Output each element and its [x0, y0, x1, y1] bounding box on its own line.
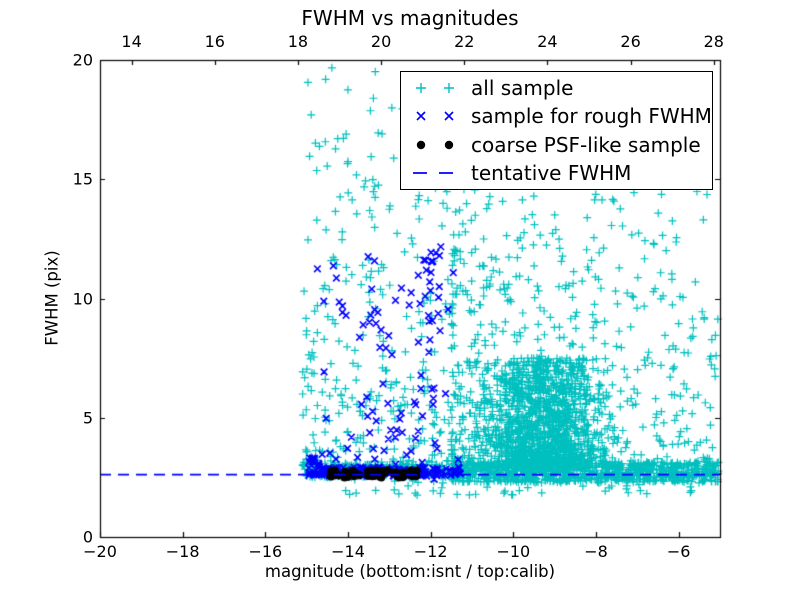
y-tick-label: 20 [72, 50, 93, 70]
legend-label-rough-fwhm: sample for rough FWHM [471, 104, 712, 129]
y-tick-label: 10 [72, 289, 93, 308]
plus-marker-icon [416, 83, 454, 94]
chart-title: FWHM vs magnitudes [301, 6, 519, 30]
x-bottom-tick-label: −6 [666, 542, 691, 561]
legend-label-all-sample: all sample [471, 76, 574, 101]
x-axis-label: magnitude (bottom:isnt / top:calib) [264, 562, 556, 581]
x-top-tick-label: 22 [454, 32, 475, 51]
y-tick-label: 5 [82, 408, 93, 428]
x-bottom-tick-label: −16 [248, 542, 283, 561]
x-bottom-tick-label: −14 [331, 542, 365, 561]
x-bottom-tick-label: −20 [83, 542, 117, 561]
x-top-tick-label: 14 [121, 32, 142, 51]
legend-label-tentative-fwhm: tentative FWHM [471, 160, 632, 185]
y-tick-label: 0 [82, 527, 93, 547]
x-top-tick-label: 20 [370, 32, 392, 51]
legend-item-psf-sample: coarse PSF-like sample [409, 131, 712, 159]
legend-item-rough-fwhm: sample for rough FWHM [409, 102, 712, 130]
x-top-tick-label: 26 [620, 32, 641, 51]
x-top-tick-label: 28 [703, 32, 724, 51]
dot-marker-icon [416, 140, 454, 149]
x-bottom-tick-label: −8 [584, 542, 608, 561]
legend-item-all-sample: all sample [409, 74, 712, 102]
x-top-tick-label: 24 [537, 32, 558, 51]
legend: all sample sample for rough FWHM coarse … [400, 71, 713, 190]
x-bottom-tick-label: −18 [165, 542, 200, 561]
y-axis-label: FWHM (pix) [42, 250, 62, 346]
legend-item-tentative-fwhm: tentative FWHM [409, 159, 712, 187]
legend-label-psf-sample: coarse PSF-like sample [471, 132, 701, 157]
x-marker-icon [416, 111, 454, 121]
x-bottom-tick-label: −12 [413, 542, 448, 561]
x-bottom-tick-label: −10 [496, 542, 531, 561]
y-tick-label: 15 [72, 169, 93, 189]
x-top-tick-label: 18 [287, 32, 309, 51]
dashed-line-icon [413, 171, 459, 174]
x-top-tick-label: 16 [204, 32, 225, 51]
